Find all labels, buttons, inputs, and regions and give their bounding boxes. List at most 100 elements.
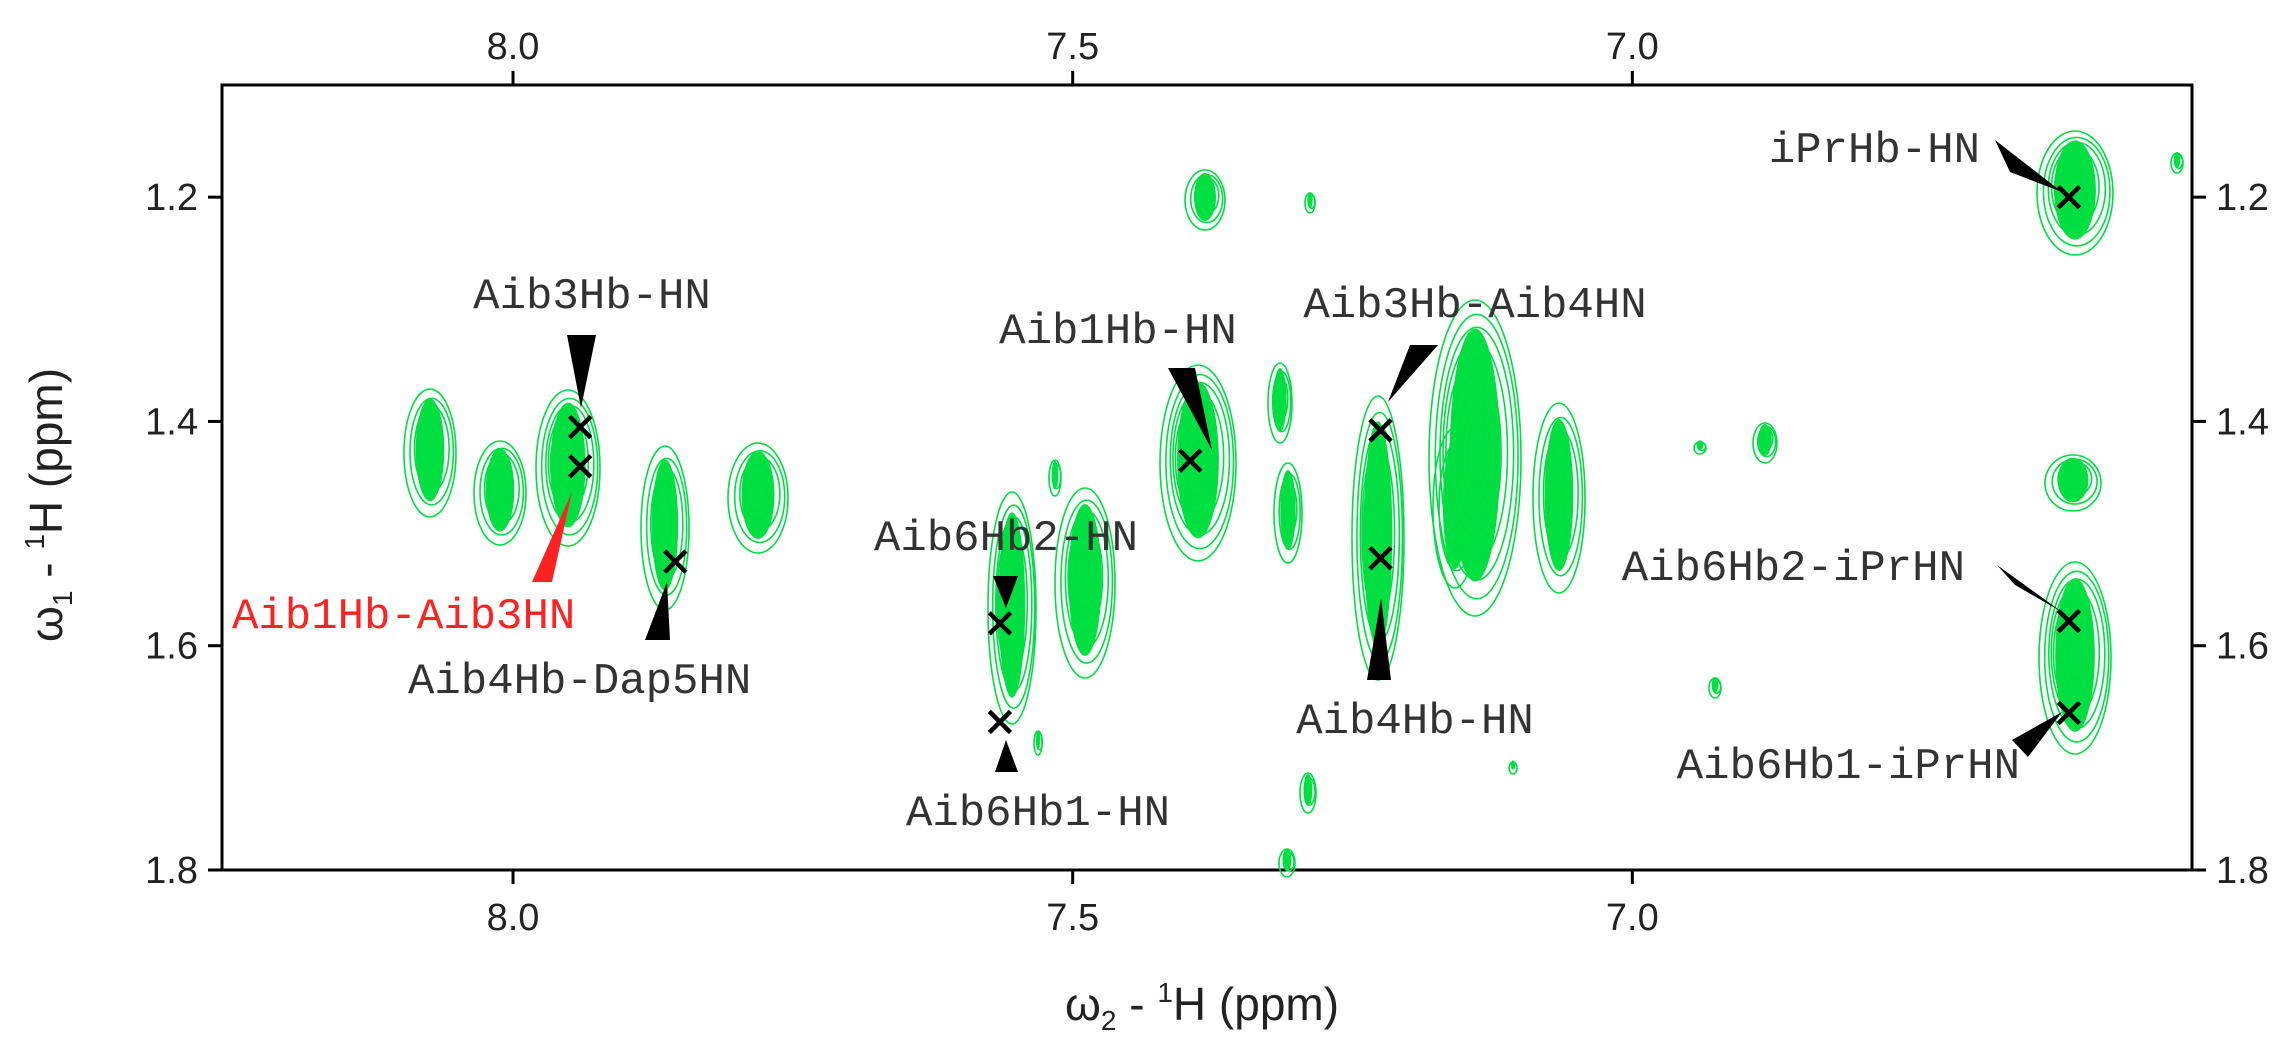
contour-line <box>1756 425 1777 458</box>
y-tick-label-left: 1.4 <box>145 401 198 443</box>
peak-pointer <box>1997 565 2062 612</box>
contour-line <box>654 494 673 552</box>
peak-marker-layer <box>567 184 2082 735</box>
contour-line <box>545 404 595 524</box>
contour-line <box>489 469 508 507</box>
contour-line <box>1445 357 1502 549</box>
contour-line <box>1434 313 1519 600</box>
contour-line <box>1036 732 1044 751</box>
peak-pointer <box>1367 598 1391 680</box>
x-axis-title-sub: 2 <box>1101 1005 1117 1036</box>
contour-line <box>996 528 1029 676</box>
contour-line <box>727 442 789 554</box>
x-tick-label-bottom: 8.0 <box>487 897 540 939</box>
contour-line <box>1455 393 1494 522</box>
contour-line <box>1271 370 1292 433</box>
contour-line <box>1282 851 1295 872</box>
peak-label: Aib4Hb-Dap5HN <box>408 657 751 707</box>
contour-line <box>416 414 445 480</box>
peak-marker <box>567 414 593 440</box>
contour-line <box>1273 462 1303 564</box>
contour-line <box>650 468 684 580</box>
y-axis-title-tail: H (ppm) <box>20 368 72 534</box>
x-axis-title-tail: H (ppm) <box>1173 978 1339 1030</box>
peak-pointer <box>645 582 670 640</box>
peak-label: iPrHb-HN <box>1769 126 1980 176</box>
contour-core <box>741 451 775 539</box>
contour-line <box>1461 409 1491 506</box>
peak-label: Aib3Hb-HN <box>473 272 711 322</box>
tick-layer: 8.0 8.0 7.5 7.5 7.0 7.0 1.2 1.2 1.4 1.4 1.6 1.6 1.8 1… <box>145 26 2269 939</box>
x-tick-label-bottom: 7.0 <box>1606 897 1659 939</box>
contour-line <box>1548 460 1567 526</box>
peak-pointer <box>532 492 572 582</box>
x-tick-label-bottom: 7.5 <box>1046 897 1099 939</box>
contour-line <box>2173 154 2184 170</box>
contour-line <box>2047 141 2107 237</box>
peak-label: Aib1Hb-HN <box>999 307 1237 357</box>
contour-line <box>652 480 679 564</box>
plot-frame <box>220 83 2194 872</box>
contour-line <box>413 405 450 493</box>
y-axis-title-sup: 1 <box>19 534 50 550</box>
peak-label: Aib6Hb2-HN <box>874 514 1138 564</box>
x-tick-label-top: 8.0 <box>487 26 540 68</box>
y-axis-title-prefix: ω <box>20 606 72 642</box>
contour-line <box>1165 373 1235 550</box>
peak-pointer <box>2012 712 2062 757</box>
contour-line <box>1073 552 1093 609</box>
contour-line <box>1069 536 1098 620</box>
contour-layer <box>403 130 2184 878</box>
contour-line <box>1060 499 1114 664</box>
contour-line <box>991 504 1036 709</box>
contour-line <box>745 473 768 513</box>
y-axis-title: ω1 - 1H (ppm) <box>19 368 78 642</box>
contour-line <box>997 544 1024 662</box>
contour-line <box>1169 381 1231 536</box>
peak-marker <box>663 549 688 574</box>
peak-pointer <box>567 335 596 408</box>
y-tick-label-left: 1.8 <box>145 850 198 892</box>
x-axis-title-prefix: ω <box>1065 978 1101 1030</box>
contour-line <box>1542 429 1579 558</box>
contour-line <box>739 456 781 532</box>
contour-line <box>479 447 525 536</box>
y-axis-title-sub: 1 <box>47 591 78 607</box>
contour-line <box>2038 561 2112 755</box>
contour-line <box>1067 521 1104 633</box>
peak-label-layer: iPrHb-HN Aib3Hb-HN Aib1Hb-Aib3HN Aib4Hb-Dap… <box>232 126 2062 839</box>
peak-pointer <box>1168 368 1212 450</box>
contour-line <box>1362 461 1391 605</box>
contour-line <box>733 449 786 544</box>
contour-line <box>1696 441 1707 452</box>
peak-marker <box>2056 608 2082 634</box>
contour-line <box>2044 454 2102 512</box>
contour-line <box>2050 587 2101 717</box>
contour-line <box>535 389 601 547</box>
contour-line <box>483 453 520 525</box>
contour-line <box>1267 362 1293 444</box>
contour-line <box>1439 326 1515 581</box>
contour-line <box>2057 461 2093 497</box>
y-tick-label-right: 1.8 <box>2216 850 2269 892</box>
contour-line <box>1278 473 1301 550</box>
peak-marker <box>987 611 1013 636</box>
contour-line <box>1189 173 1224 224</box>
contour-core <box>1280 470 1296 550</box>
contour-line <box>1442 340 1509 564</box>
contour-line <box>1752 422 1778 464</box>
contour-line <box>1365 481 1387 590</box>
contour-line <box>1449 376 1497 536</box>
contour-line <box>1054 487 1116 679</box>
contour-line <box>1532 402 1586 594</box>
contour-line <box>2048 578 2106 730</box>
contour-line <box>2036 130 2114 256</box>
contour-line <box>1545 443 1574 541</box>
contour-core <box>485 448 515 532</box>
x-axis-title-sup: 1 <box>1157 977 1173 1008</box>
contour-line <box>473 440 527 546</box>
contour-line <box>2067 635 2086 680</box>
contour-line <box>1196 181 1215 207</box>
peak-marker <box>1368 418 1393 443</box>
